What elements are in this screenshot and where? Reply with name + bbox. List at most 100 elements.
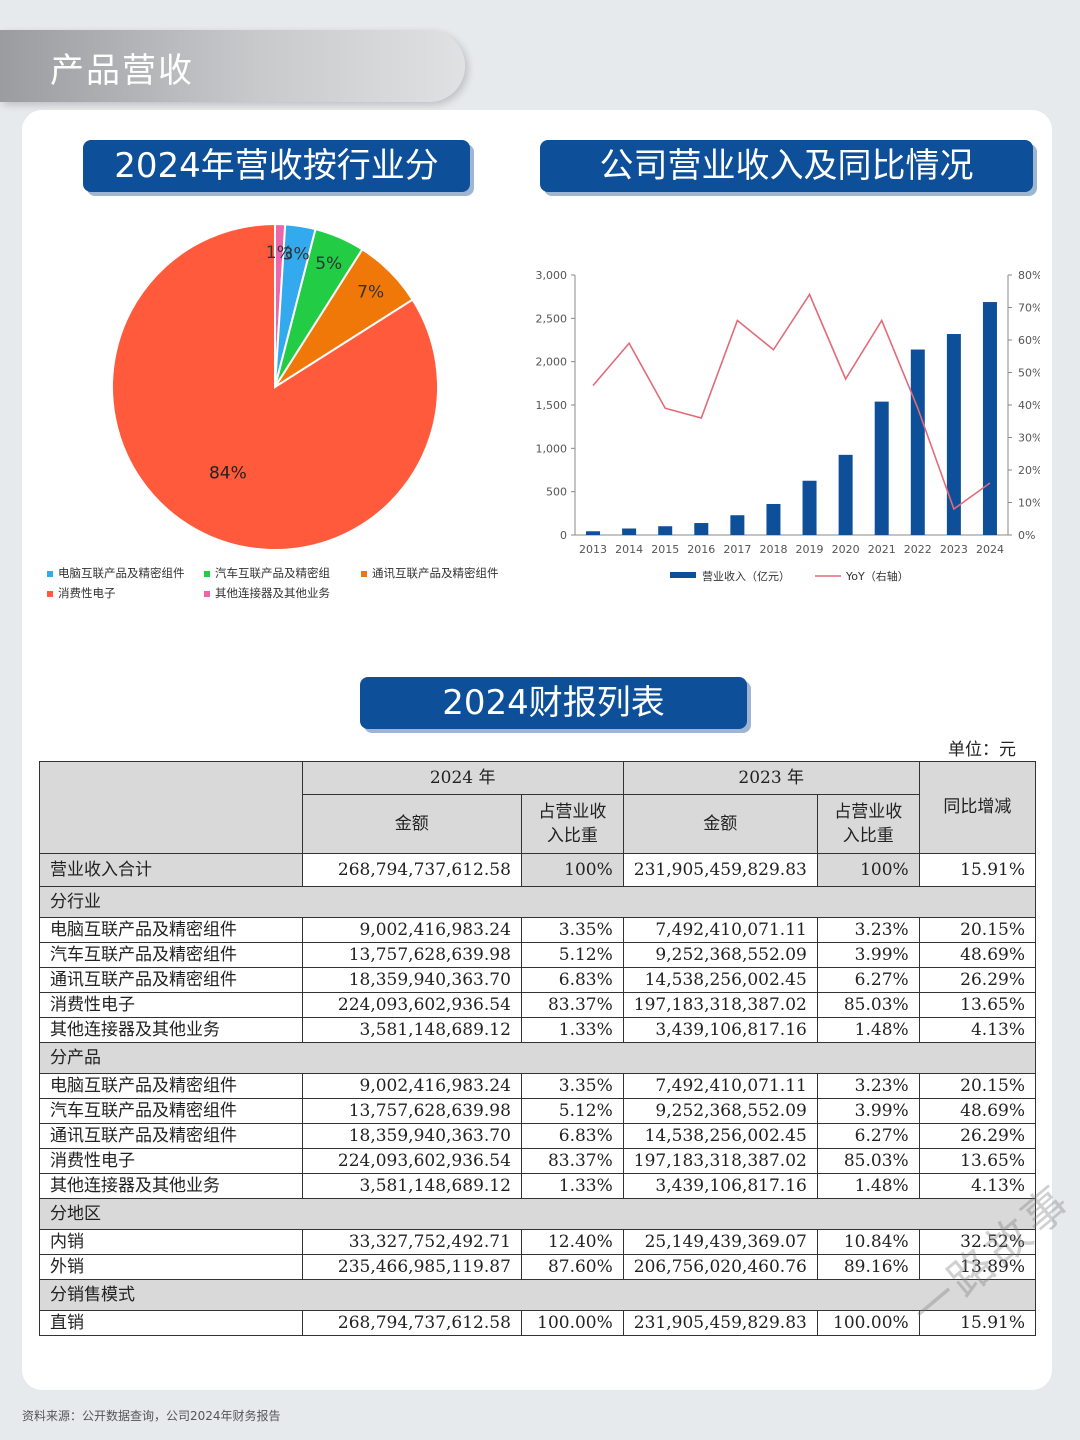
y-tick-label: 2,500 — [536, 312, 568, 325]
cell-a2023: 25,149,439,369.07 — [622, 1229, 818, 1255]
cell-a2023: 7,492,410,071.11 — [622, 1073, 818, 1099]
y2-tick-label: 70% — [1018, 302, 1040, 315]
y-tick-label: 500 — [546, 486, 567, 499]
row-label: 内销 — [39, 1229, 303, 1255]
cell-yoy: 13.65% — [918, 1148, 1037, 1174]
table-row: 内销 33,327,752,492.71 12.40% 25,149,439,369.… — [39, 1229, 1037, 1255]
cell-a2024: 9,002,416,983.24 — [301, 1073, 522, 1099]
combo-chart-title: 公司营业收入及同比情况 — [540, 140, 1033, 192]
cell-a2023: 206,756,020,460.76 — [622, 1254, 818, 1280]
unit-label: 单位：元 — [948, 740, 1016, 760]
y2-tick-label: 60% — [1018, 334, 1040, 347]
y2-tick-label: 40% — [1018, 399, 1040, 412]
cell-yoy: 13.89% — [918, 1254, 1037, 1280]
cell-a2024: 33,327,752,492.71 — [301, 1229, 522, 1255]
x-tick-label: 2019 — [796, 543, 824, 556]
pie-label: 3% — [283, 244, 310, 264]
bar-2023 — [946, 334, 961, 535]
cell-r2023: 10.84% — [816, 1229, 920, 1255]
legend-label: 电脑互联产品及精密组件 — [58, 566, 185, 580]
cell-r2023: 1.48% — [816, 1017, 920, 1043]
cell-a2024: 268,794,737,612.58 — [301, 1310, 522, 1336]
cell-a2024: 3,581,148,689.12 — [301, 1173, 522, 1199]
x-tick-label: 2020 — [832, 543, 860, 556]
pie-chart: 1%3% 5% 7% 84% — [111, 222, 439, 551]
bar-2021 — [874, 401, 889, 535]
table-row: 其他连接器及其他业务 3,581,148,689.12 1.33% 3,439,106… — [39, 1017, 1037, 1043]
header-yoy: 同比增减 — [918, 761, 1037, 854]
cell-yoy: 48.69% — [918, 942, 1037, 968]
cell-r2024: 1.33% — [520, 1173, 624, 1199]
cell-r2023: 3.23% — [816, 1073, 920, 1099]
pie-legend-item: 通讯互联产品及精密组件 — [361, 565, 499, 581]
cell-r2024: 100.00% — [520, 1310, 624, 1336]
header-year-2023: 2023 年 — [622, 761, 920, 795]
table-row: 其他连接器及其他业务 3,581,148,689.12 1.33% 3,439,106… — [39, 1173, 1037, 1199]
source-footer: 资料来源：公开数据查询，公司2024年财务报告 — [22, 1409, 281, 1423]
table-title: 2024财报列表 — [360, 677, 747, 729]
revenue-yoy-chart: 0 500 1,000 1,500 2,000 2,500 3,000 0% 10% 20% 30%… — [536, 269, 1041, 583]
legend-swatch — [47, 570, 53, 577]
row-label: 直销 — [39, 1310, 303, 1336]
pie-legend-item: 消费性电子 — [47, 585, 116, 601]
cell-r2023: 3.99% — [816, 1098, 920, 1124]
legend-label: 通讯互联产品及精密组件 — [372, 566, 499, 580]
cell-a2024: 224,093,602,936.54 — [301, 992, 522, 1018]
table-row: 通讯互联产品及精密组件 18,359,940,363.70 6.83% 14,538,… — [39, 967, 1037, 993]
bar-2018 — [766, 503, 781, 535]
y2-tick-label: 10% — [1018, 497, 1040, 510]
legend-swatch — [204, 570, 210, 577]
y2-tick-label: 30% — [1018, 432, 1040, 445]
row-label: 通讯互联产品及精密组件 — [39, 1123, 303, 1149]
cell-r2023: 6.27% — [816, 967, 920, 993]
cell-a2024: 18,359,940,363.70 — [301, 967, 522, 993]
cell-a2024: 235,466,985,119.87 — [301, 1254, 522, 1280]
header-amount-2023: 金额 — [622, 794, 818, 854]
legend-swatch — [361, 570, 367, 577]
cell-a2023: 3,439,106,817.16 — [622, 1173, 818, 1199]
bar-2013 — [586, 531, 601, 535]
cell-yoy: 20.15% — [918, 1073, 1037, 1099]
pie-label: 5% — [315, 254, 342, 274]
cell-a2023: 3,439,106,817.16 — [622, 1017, 818, 1043]
table-row: 消费性电子 224,093,602,936.54 83.37% 197,183,318… — [39, 992, 1037, 1018]
table-row: 电脑互联产品及精密组件 9,002,416,983.24 3.35% 7,492,41… — [39, 1073, 1037, 1099]
x-tick-label: 2016 — [687, 543, 715, 556]
bar-2014 — [622, 528, 637, 535]
cell-a2023: 14,538,256,002.45 — [622, 1123, 818, 1149]
table-row: 电脑互联产品及精密组件 9,002,416,983.24 3.35% 7,492,41… — [39, 917, 1037, 943]
pie-label: 7% — [357, 282, 384, 302]
cell-a2024: 224,093,602,936.54 — [301, 1148, 522, 1174]
cell-yoy: 13.65% — [918, 992, 1037, 1018]
pie-chart-title: 2024年营收按行业分 — [83, 140, 470, 192]
cell-r2024: 87.60% — [520, 1254, 624, 1280]
header-corner — [39, 761, 303, 854]
cell-a2023: 14,538,256,002.45 — [622, 967, 818, 993]
y-tick-label: 1,500 — [536, 399, 568, 412]
cell-r2023: 85.03% — [816, 992, 920, 1018]
total-row: 营业收入合计 268,794,737,612.58 100% 231,905,4… — [39, 853, 1037, 887]
cell-a2023: 7,492,410,071.11 — [622, 917, 818, 943]
cell-a2024: 18,359,940,363.70 — [301, 1123, 522, 1149]
cell-a2023: 9,252,368,552.09 — [622, 942, 818, 968]
legend-label: 其他连接器及其他业务 — [215, 586, 330, 600]
page-title: 产品营收 — [50, 51, 194, 91]
cell-r2024: 3.35% — [520, 917, 624, 943]
x-tick-label: 2021 — [868, 543, 896, 556]
cell-r2024: 12.40% — [520, 1229, 624, 1255]
y-tick-label: 0 — [560, 529, 567, 542]
cell-r2024: 83.37% — [520, 1148, 624, 1174]
table-row: 通讯互联产品及精密组件 18,359,940,363.70 6.83% 14,538,… — [39, 1123, 1037, 1149]
cell-a2024: 3,581,148,689.12 — [301, 1017, 522, 1043]
pie-label: 84% — [209, 464, 247, 484]
header-amount-2024: 金额 — [301, 794, 522, 854]
legend-label-revenue: 营业收入（亿元） — [702, 569, 790, 583]
y2-tick-label: 20% — [1018, 464, 1040, 477]
x-tick-label: 2024 — [976, 543, 1004, 556]
cell-r2024: 83.37% — [520, 992, 624, 1018]
bar-2019 — [802, 480, 817, 535]
cell-a2023: 197,183,318,387.02 — [622, 1148, 818, 1174]
x-tick-label: 2015 — [651, 543, 679, 556]
cell-r2024: 6.83% — [520, 967, 624, 993]
row-label: 消费性电子 — [39, 1148, 303, 1174]
